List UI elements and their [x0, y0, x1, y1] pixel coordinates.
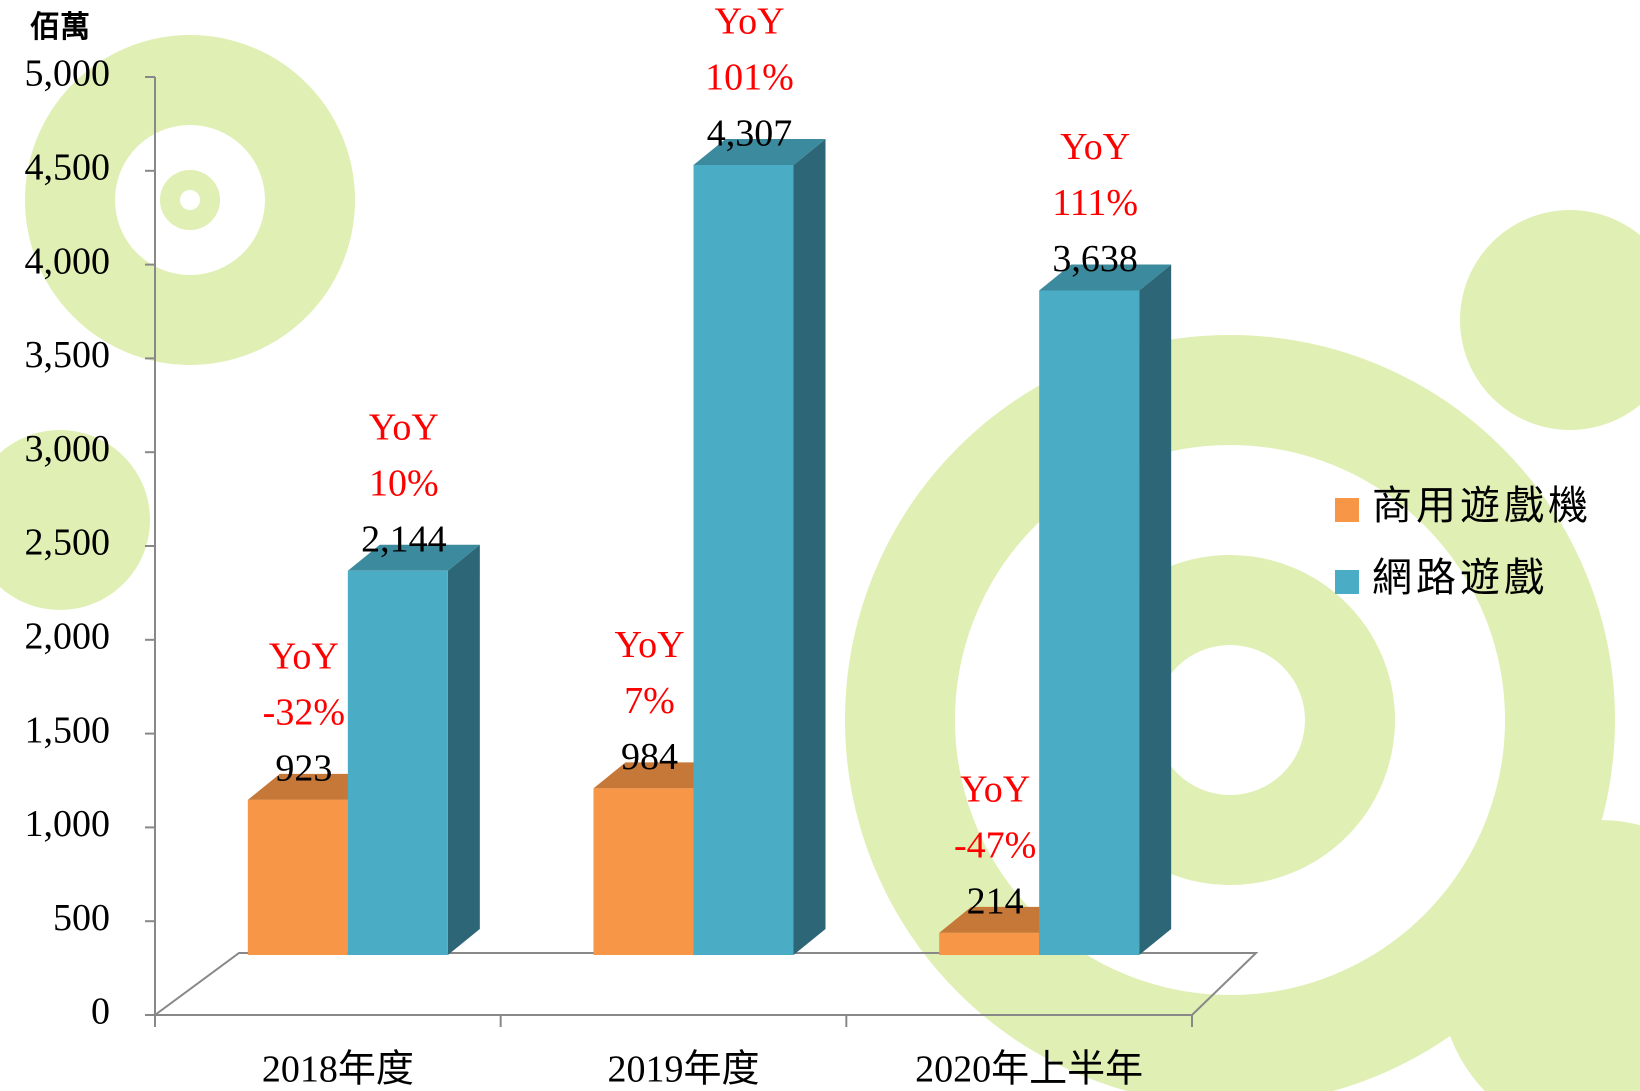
legend-swatch	[1335, 570, 1359, 594]
y-tick-label: 1,500	[25, 709, 111, 751]
yoy-value: 10%	[369, 463, 439, 505]
bar-side	[1139, 265, 1171, 955]
chart: 佰萬 0 500 1,000 1,500 2,000 2,500 3,000 3,500 4,0…	[0, 0, 1640, 1091]
y-tick-label: 500	[53, 897, 110, 939]
y-tick-label: 2,000	[25, 616, 111, 658]
y-tick-label: 3,500	[25, 334, 111, 376]
y-unit-label: 佰萬	[30, 11, 90, 44]
y-tick-label: 4,000	[25, 240, 111, 282]
bar-front	[694, 165, 794, 955]
value-label: 3,638	[1052, 238, 1138, 280]
page: 佰萬 0 500 1,000 1,500 2,000 2,500 3,000 3,500 4,0…	[0, 0, 1640, 1091]
y-tick-label: 4,500	[25, 147, 111, 189]
y-tick-label: 5,000	[25, 53, 111, 95]
yoy-value: 101%	[705, 57, 794, 99]
bar-front	[348, 571, 448, 955]
bar-front	[594, 788, 694, 955]
bar-side	[794, 139, 826, 955]
bar	[694, 139, 826, 955]
value-label: 923	[275, 748, 332, 790]
y-tick-label: 2,500	[25, 522, 111, 564]
bar	[348, 545, 480, 955]
bar-side	[448, 545, 480, 955]
yoy-label: YoY	[960, 769, 1030, 811]
value-label: 2,144	[361, 519, 447, 561]
legend-label: 網路遊戲	[1372, 555, 1548, 600]
yoy-label: YoY	[714, 1, 784, 43]
yoy-label: YoY	[1060, 126, 1130, 168]
legend-swatch	[1335, 498, 1359, 522]
value-label: 984	[621, 736, 678, 778]
bar-front	[248, 800, 348, 955]
x-tick-label: 2020年上半年	[915, 1049, 1143, 1091]
x-tick-label: 2019年度	[607, 1049, 759, 1091]
legend-label: 商用遊戲機	[1372, 483, 1592, 528]
y-tick-label: 0	[91, 991, 110, 1033]
yoy-label: YoY	[269, 636, 339, 678]
yoy-label: YoY	[369, 407, 439, 449]
yoy-value: -32%	[263, 692, 345, 734]
bar-front	[939, 933, 1039, 955]
x-tick-label: 2018年度	[262, 1049, 414, 1091]
yoy-value: 111%	[1052, 182, 1138, 224]
value-label: 214	[967, 881, 1024, 923]
bar-front	[1039, 291, 1139, 955]
yoy-value: 7%	[624, 680, 675, 722]
bar	[1039, 265, 1171, 955]
yoy-value: -47%	[954, 825, 1036, 867]
y-tick-label: 3,000	[25, 428, 111, 470]
yoy-label: YoY	[614, 624, 684, 666]
y-tick-label: 1,000	[25, 803, 111, 845]
value-label: 4,307	[707, 113, 793, 155]
